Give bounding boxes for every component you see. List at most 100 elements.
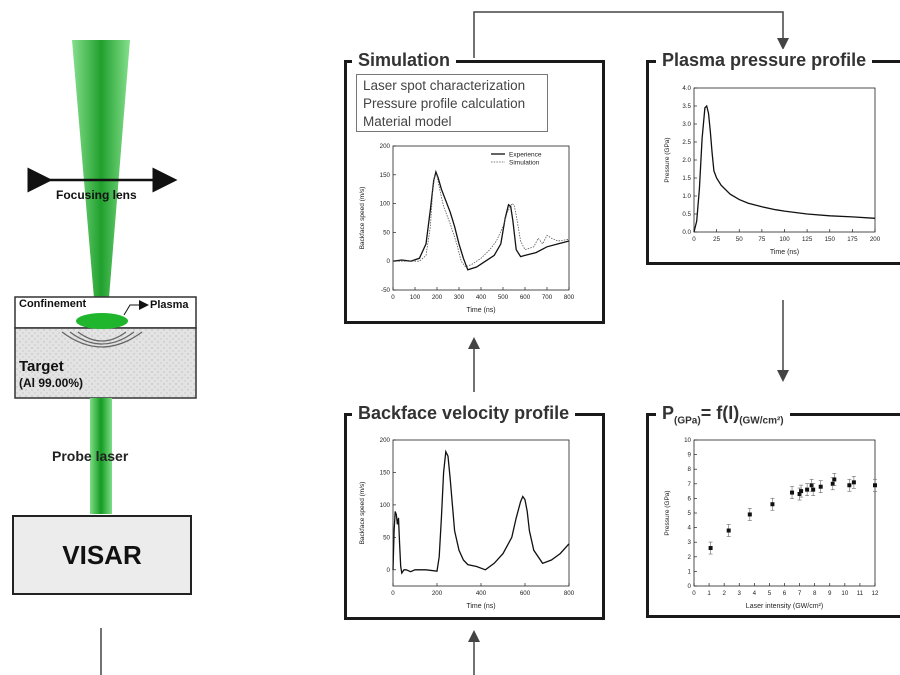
data-point [847,483,852,488]
plasma-label: Plasma [150,299,189,311]
y-tick-label: -50 [381,287,391,294]
y-tick-label: 2.5 [682,139,691,146]
plot-frame [693,439,876,587]
y-axis-label: Pressure (GPa) [664,490,671,535]
series-line [392,169,570,271]
x-tick-label: 400 [476,590,487,597]
y-axis-label: Backface speed (m/s) [359,187,366,250]
y-tick-label: 100 [380,502,391,509]
x-tick-label: 8 [813,590,817,597]
data-point [809,483,814,488]
data-point [708,546,713,551]
x-tick-label: 0 [391,590,395,597]
y-tick-label: 1.0 [682,193,691,200]
legend-label: Simulation [509,160,540,167]
backface-title: Backface velocity profile [352,402,576,424]
simulation-chart: 0 100 200 300 400 500 600 700 800-50050100150200… [359,143,575,314]
x-tick-label: 600 [520,590,531,597]
y-tick-label: 1 [688,568,692,575]
data-point [797,492,802,497]
legend-label: Experience [509,152,542,159]
x-tick-label: 2 [722,590,726,597]
y-tick-label: 50 [383,229,390,236]
laser-schematic [14,40,197,514]
y-tick-label: 100 [380,201,391,208]
x-tick-label: 700 [542,294,553,301]
y-tick-label: 200 [380,437,391,444]
x-tick-label: 0 [391,294,395,301]
x-tick-label: 800 [564,590,575,597]
data-point [790,490,795,495]
sim-list-item: Material model [363,114,452,129]
x-tick-label: 10 [841,590,848,597]
y-tick-label: 0 [387,258,391,265]
data-point [805,487,810,492]
plot-frame [693,87,876,233]
y-axis-label: Pressure (GPa) [664,137,671,182]
data-point [830,481,835,486]
simulation-list: Laser spot characterization Pressure pro… [356,74,548,132]
plot-frame [392,439,570,587]
plasma-pressure-chart: 0 25 50 75 100 125 150 175 200 0.0 0.5 1.0 1.5 2.0 2.5… [664,85,881,256]
pf-title-sub2: (GW/cm²) [739,415,784,427]
target-block [14,327,197,399]
x-tick-label: 12 [872,590,879,597]
focusing-beam [72,40,130,310]
data-point [851,480,856,485]
series-line [393,174,570,268]
y-tick-label: 4 [688,525,692,532]
data-point [818,484,823,489]
visar-box: VISAR [12,515,192,595]
data-point [726,528,731,533]
x-tick-label: 200 [432,590,443,597]
y-tick-label: 150 [380,172,391,179]
y-tick-label: 6 [688,495,692,502]
pf-title-sub1: (GPa) [674,415,701,427]
y-tick-label: 200 [380,143,391,150]
target-label: Target [19,358,64,375]
x-tick-label: 400 [476,294,487,301]
probe-laser-label: Probe laser [52,448,129,464]
x-axis-label: Time (ns) [466,603,495,610]
data-point [811,487,816,492]
x-tick-label: 4 [753,590,757,597]
arrow-sim-to-plasma [473,11,789,58]
x-tick-label: 0 [692,590,696,597]
plasma-blob [76,313,128,329]
x-tick-label: 5 [768,590,772,597]
x-axis-label: Time (ns) [770,249,799,256]
y-tick-label: 10 [684,437,691,444]
probe-beam [90,398,112,514]
sim-list-item: Laser spot characterization [363,78,526,93]
x-tick-label: 7 [798,590,802,597]
x-axis-label: Laser intensity (GW/cm²) [746,603,823,610]
sim-list-item: Pressure profile calculation [363,96,526,111]
y-axis-label: Backface speed (m/s) [359,482,366,545]
x-tick-label: 50 [736,236,743,243]
x-tick-label: 6 [783,590,787,597]
x-tick-label: 175 [847,236,858,243]
pf-title: P(GPa)= f(I)(GW/cm²) [656,402,790,433]
target-material-label: (Al 99.00%) [19,376,84,390]
x-tick-label: 100 [410,294,421,301]
plasma-title: Plasma pressure profile [656,49,873,71]
data-point [770,502,775,507]
y-tick-label: 0 [387,567,391,574]
x-tick-label: 100 [779,236,790,243]
x-tick-label: 600 [520,294,531,301]
y-tick-label: 1.5 [682,175,691,182]
x-tick-label: 125 [802,236,813,243]
x-tick-label: 800 [564,294,575,301]
simulation-title: Simulation [352,49,457,71]
y-tick-label: 2.0 [682,157,691,164]
y-tick-label: 0.0 [682,229,691,236]
y-tick-label: 7 [688,481,692,488]
x-tick-label: 1 [707,590,711,597]
x-tick-label: 0 [692,236,696,243]
data-point [832,477,837,482]
data-point [747,512,752,517]
focusing-lens-label: Focusing lens [56,188,137,202]
x-tick-label: 11 [857,590,864,597]
x-tick-label: 75 [758,236,765,243]
